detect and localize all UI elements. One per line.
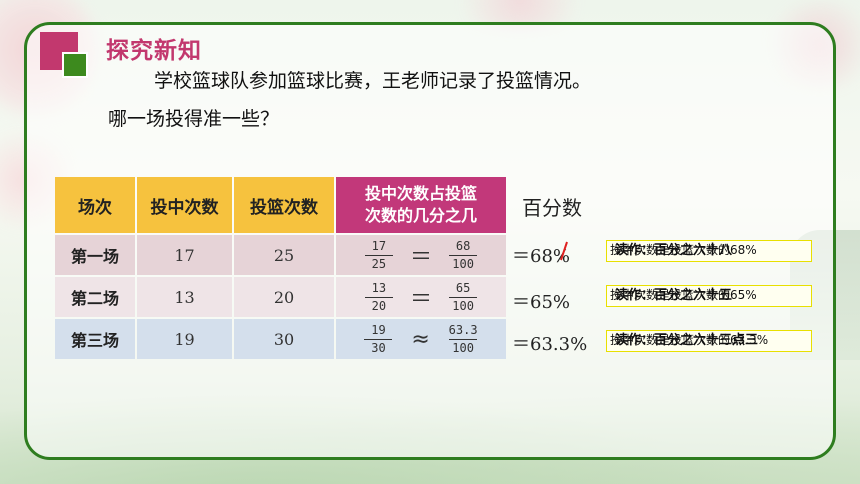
- annotation-box: 投中次数是投篮次数的63.3% 读作：百分之六十三点三: [606, 330, 812, 352]
- shots-cell: 20: [234, 277, 334, 317]
- table-header-row: 场次 投中次数 投篮次数 投中次数占投篮 次数的几分之几: [55, 177, 506, 233]
- annotation-overlay-text: 读作：百分之六十三点三: [615, 333, 759, 348]
- question-line-1: 学校篮球队参加篮球比赛，王老师记录了投篮情况。: [154, 70, 592, 92]
- numerator: 65: [455, 280, 471, 295]
- header-fraction-line2: 次数的几分之几: [364, 206, 477, 225]
- shots-cell: 25: [234, 235, 334, 275]
- fraction-cell: 19 30 ≈ 63.3 100: [336, 319, 506, 359]
- page-title: 探究新知: [106, 38, 202, 64]
- relation-sign: ＝: [409, 287, 432, 312]
- numerator: 17: [371, 238, 387, 253]
- header-fraction: 投中次数占投篮 次数的几分之几: [336, 177, 506, 233]
- denominator: 100: [452, 340, 474, 355]
- fraction-cell: 17 25 ＝ 68 100: [336, 235, 506, 275]
- question-line-2: 哪一场投得准一些？: [108, 108, 280, 130]
- fraction: 13 20: [364, 280, 393, 314]
- header-hits: 投中次数: [137, 177, 232, 233]
- stats-table: 场次 投中次数 投篮次数 投中次数占投篮 次数的几分之几 第一场 17 25 1…: [53, 175, 508, 361]
- percent-value: ＝65%: [512, 288, 570, 314]
- hits-cell: 17: [137, 235, 232, 275]
- numerator: 13: [371, 280, 387, 295]
- fraction: 19 30: [364, 322, 393, 356]
- fraction-over-100: 65 100: [449, 280, 478, 314]
- numerator: 68: [455, 238, 471, 253]
- denominator: 30: [371, 340, 386, 355]
- header-game: 场次: [55, 177, 135, 233]
- relation-sign: ≈: [411, 326, 430, 352]
- denominator: 100: [452, 298, 474, 313]
- numerator: 63.3: [448, 322, 478, 337]
- annotation-overlay-text: 读作：百分之六十五: [615, 288, 733, 303]
- hits-cell: 19: [137, 319, 232, 359]
- denominator: 25: [371, 256, 387, 271]
- title-marker-green: [62, 52, 88, 78]
- fraction-over-100: 68 100: [449, 238, 478, 272]
- row-label: 第二场: [55, 277, 135, 317]
- table-row: 第二场 13 20 13 20 ＝ 65 100: [55, 277, 506, 317]
- annotation-text: 投中次数是投篮次数的63.3%: [610, 333, 769, 347]
- fraction: 17 25: [364, 238, 393, 272]
- fraction-over-100: 63.3 100: [449, 323, 478, 356]
- relation-sign: ＝: [409, 245, 432, 270]
- percent-text: ＝63.3%: [512, 334, 588, 355]
- header-fraction-line1: 投中次数占投篮: [364, 184, 477, 203]
- percent-text: ＝65%: [512, 292, 571, 313]
- annotation-text: 投中次数是投篮次数的68%: [610, 243, 757, 257]
- percent-header: 百分数: [522, 196, 582, 220]
- annotation-overlay-text: 读作：百分之六十八: [615, 243, 733, 258]
- red-check-mark-icon: [560, 241, 568, 261]
- annotation-text: 投中次数是投篮次数的65%: [610, 288, 757, 302]
- percent-text: ＝68%: [512, 246, 571, 267]
- table-row: 第三场 19 30 19 30 ≈ 63.3 100: [55, 319, 506, 359]
- denominator: 100: [452, 256, 474, 271]
- denominator: 20: [371, 298, 387, 313]
- annotation-box: 投中次数是投篮次数的65% 读作：百分之六十五: [606, 285, 812, 307]
- table-row: 第一场 17 25 17 25 ＝ 68 100: [55, 235, 506, 275]
- percent-value: ＝68%: [512, 242, 570, 268]
- row-label: 第一场: [55, 235, 135, 275]
- row-label: 第三场: [55, 319, 135, 359]
- fraction-cell: 13 20 ＝ 65 100: [336, 277, 506, 317]
- shots-cell: 30: [234, 319, 334, 359]
- percent-value: ＝63.3%: [512, 330, 587, 356]
- header-shots: 投篮次数: [234, 177, 334, 233]
- hits-cell: 13: [137, 277, 232, 317]
- annotation-box: 投中次数是投篮次数的68% 读作：百分之六十八: [606, 240, 812, 262]
- numerator: 19: [371, 322, 386, 337]
